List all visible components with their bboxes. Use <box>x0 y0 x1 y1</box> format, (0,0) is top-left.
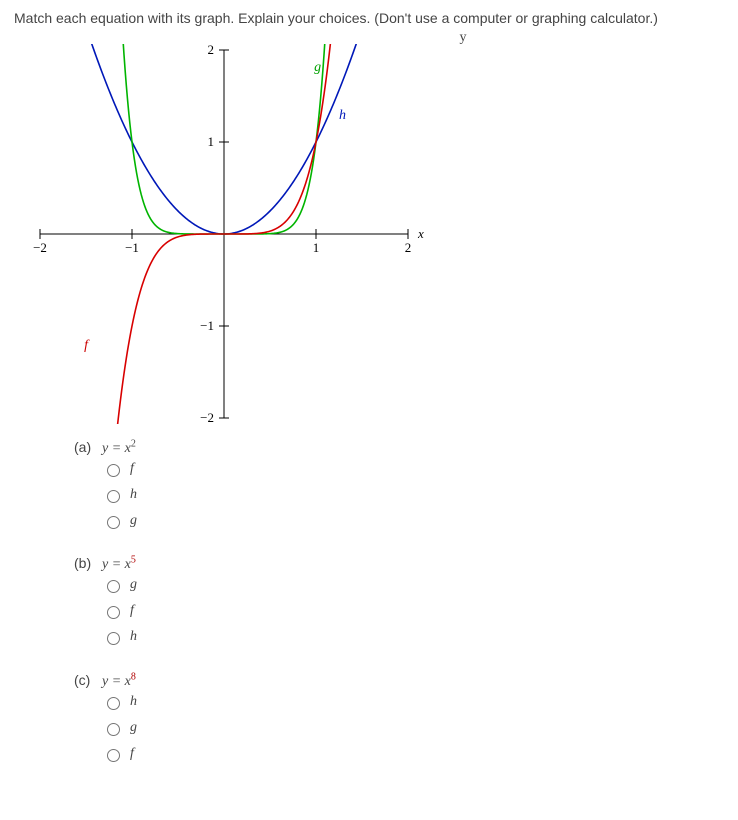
question-letter: (c) <box>74 672 102 688</box>
option-label: f <box>130 461 134 477</box>
question-header: (a)y = x2 <box>74 438 724 457</box>
option-label: h <box>130 629 137 645</box>
option-label: f <box>130 603 134 619</box>
svg-text:−2: −2 <box>33 240 47 255</box>
svg-text:2: 2 <box>208 44 215 57</box>
svg-text:2: 2 <box>405 240 412 255</box>
curve-label-h: h <box>339 108 346 123</box>
option-label: g <box>130 577 137 593</box>
radio-qa-g[interactable] <box>107 516 120 529</box>
option-label: g <box>130 513 137 529</box>
option-qa-f[interactable]: f <box>74 461 724 477</box>
radio-qb-g[interactable] <box>107 580 120 593</box>
radio-qa-h[interactable] <box>107 490 120 503</box>
radio-qb-h[interactable] <box>107 632 120 645</box>
option-label: f <box>130 746 134 762</box>
option-qa-h[interactable]: h <box>74 487 724 503</box>
prompt-text: Match each equation with its graph. Expl… <box>14 10 724 26</box>
option-qc-g[interactable]: g <box>74 720 724 736</box>
question-qb: (b)y = x5 gfh <box>74 555 724 646</box>
radio-qc-g[interactable] <box>107 723 120 736</box>
option-qb-g[interactable]: g <box>74 577 724 593</box>
question-equation: y = x2 <box>102 441 136 456</box>
option-label: h <box>130 487 137 503</box>
question-letter: (b) <box>74 555 102 571</box>
question-equation: y = x5 <box>102 557 136 572</box>
svg-text:1: 1 <box>313 240 320 255</box>
question-qc: (c)y = x8 hgf <box>74 671 724 762</box>
svg-text:x: x <box>417 226 424 241</box>
option-qc-h[interactable]: h <box>74 694 724 710</box>
radio-qb-f[interactable] <box>107 606 120 619</box>
option-label: h <box>130 694 137 710</box>
radio-qc-h[interactable] <box>107 697 120 710</box>
svg-text:−2: −2 <box>200 410 214 424</box>
svg-text:−1: −1 <box>200 318 214 333</box>
question-qa: (a)y = x2 fhg <box>74 438 724 529</box>
question-header: (c)y = x8 <box>74 671 724 690</box>
question-header: (b)y = x5 <box>74 555 724 574</box>
chart-container: −2−112−2−112xfgh <box>14 44 434 424</box>
option-qa-g[interactable]: g <box>74 513 724 529</box>
option-qb-f[interactable]: f <box>74 603 724 619</box>
question-equation: y = x8 <box>102 674 136 689</box>
curve-label-g: g <box>314 60 321 75</box>
questions-list: (a)y = x2fhg(b)y = x5gfh(c)y = x8hgf <box>74 438 724 762</box>
question-letter: (a) <box>74 439 102 455</box>
curve-label-f: f <box>84 338 90 353</box>
function-chart: −2−112−2−112xfgh <box>14 44 434 424</box>
option-qc-f[interactable]: f <box>74 746 724 762</box>
svg-text:1: 1 <box>208 134 215 149</box>
radio-qc-f[interactable] <box>107 749 120 762</box>
option-label: g <box>130 720 137 736</box>
svg-text:−1: −1 <box>125 240 139 255</box>
option-qb-h[interactable]: h <box>74 629 724 645</box>
radio-qa-f[interactable] <box>107 464 120 477</box>
